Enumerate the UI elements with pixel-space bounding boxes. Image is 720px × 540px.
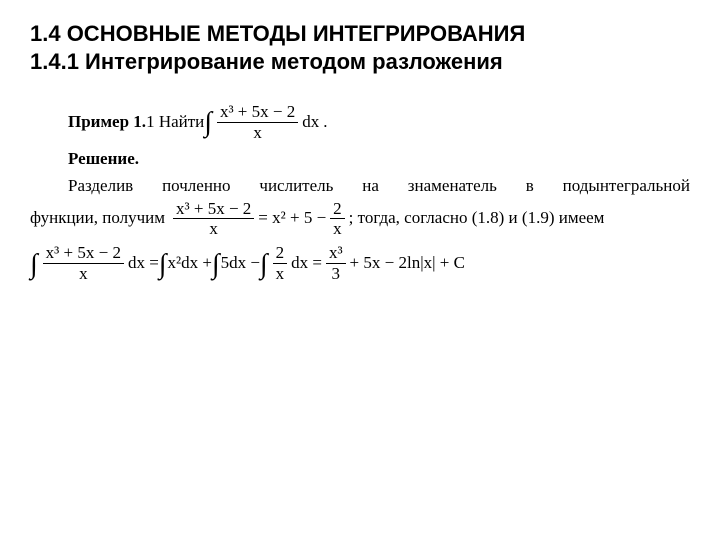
example-label: Пример 1. (68, 111, 146, 134)
eq3-a: dx = (128, 252, 159, 275)
fraction-6-num: x³ (326, 244, 346, 262)
heading-line-1: 1.4 ОСНОВНЫЕ МЕТОДЫ ИНТЕГРИРОВАНИЯ (30, 20, 690, 48)
fraction-3-num: 2 (330, 200, 345, 218)
solution-label: Решение. (68, 148, 139, 171)
eq2-mid: = x² + 5 − (258, 207, 326, 230)
paragraph-line-2: функции, получим x³ + 5x − 2 x = x² + 5 … (30, 200, 690, 239)
fraction-5: 2 x (273, 244, 288, 283)
eq3-b: x²dx + (167, 252, 211, 275)
eq3-c: 5dx − (221, 252, 260, 275)
equation-line: ∫ x³ + 5x − 2 x dx = ∫ x²dx + ∫ 5dx − ∫ … (30, 244, 690, 283)
section-heading: 1.4 ОСНОВНЫЕ МЕТОДЫ ИНТЕГРИРОВАНИЯ 1.4.1… (30, 20, 690, 75)
fraction-6: x³ 3 (326, 244, 346, 283)
integral-sign-1: ∫ (204, 109, 212, 137)
integral-sign-4: ∫ (212, 251, 220, 279)
fraction-1: x³ + 5x − 2 x (217, 103, 298, 142)
fraction-5-num: 2 (273, 244, 288, 262)
paragraph-line-2a: функции, получим (30, 207, 165, 230)
integral-sign-2: ∫ (30, 251, 38, 279)
example-rest-1: 1 Найти (146, 111, 204, 134)
fraction-4: x³ + 5x − 2 x (43, 244, 124, 283)
fraction-2-num: x³ + 5x − 2 (173, 200, 254, 218)
fraction-6-den: 3 (328, 265, 343, 283)
eq3-e: + 5x − 2ln|x| + C (350, 252, 465, 275)
eq3-d: dx = (291, 252, 322, 275)
fraction-3: 2 x (330, 200, 345, 239)
body-text: Пример 1. 1 Найти ∫ x³ + 5x − 2 x dx . Р… (30, 103, 690, 283)
fraction-2: x³ + 5x − 2 x (173, 200, 254, 239)
solution-label-row: Решение. (68, 148, 690, 171)
paragraph-line-2b: ; тогда, согласно (1.8) и (1.9) имеем (349, 207, 605, 230)
dx-1: dx (302, 111, 319, 134)
integral-sign-3: ∫ (159, 251, 167, 279)
fraction-5-den: x (273, 265, 288, 283)
integral-sign-5: ∫ (260, 251, 268, 279)
heading-line-2: 1.4.1 Интегрирование методом разложения (30, 48, 690, 76)
fraction-1-den: x (250, 124, 265, 142)
fraction-2-den: x (206, 220, 221, 238)
paragraph-line-1: Разделив почленно числитель на знаменате… (68, 175, 690, 198)
period-1: . (323, 111, 327, 134)
fraction-4-den: x (76, 265, 91, 283)
example-line: Пример 1. 1 Найти ∫ x³ + 5x − 2 x dx . (68, 103, 690, 142)
fraction-4-num: x³ + 5x − 2 (43, 244, 124, 262)
fraction-1-num: x³ + 5x − 2 (217, 103, 298, 121)
fraction-3-den: x (330, 220, 345, 238)
